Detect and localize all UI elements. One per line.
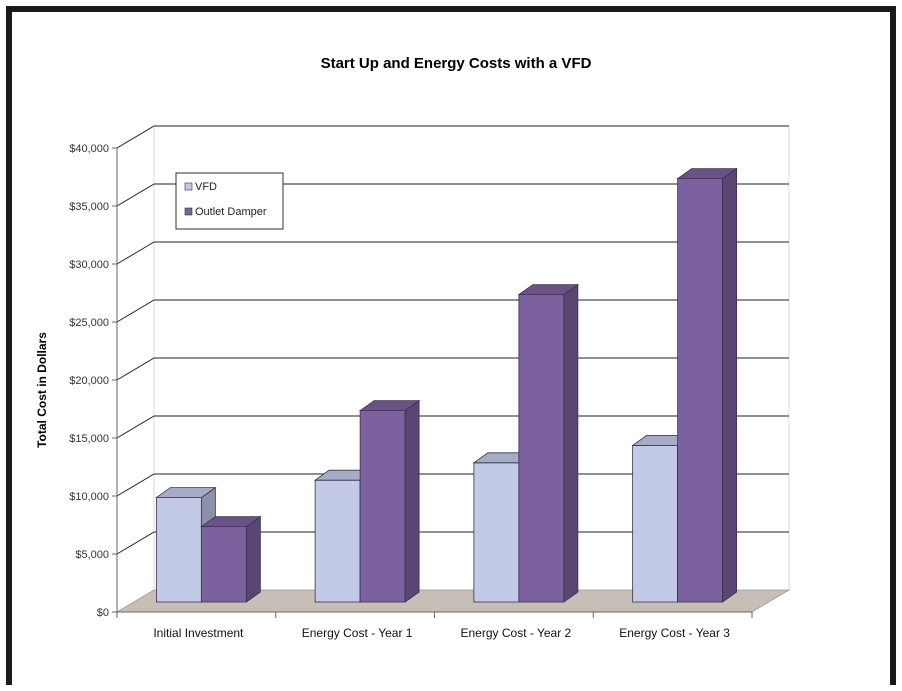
y-tick-label: $35,000 — [69, 201, 109, 213]
bar — [678, 169, 737, 602]
y-tick-label: $25,000 — [69, 317, 109, 329]
legend: VFD Outlet Damper — [176, 173, 283, 229]
bar-front — [315, 480, 360, 602]
bar-side — [246, 517, 260, 602]
x-axis: Initial Investment Energy Cost - Year 1 En… — [117, 612, 752, 640]
bar-front — [156, 498, 201, 602]
legend-label: Outlet Damper — [195, 206, 267, 218]
y-tick-label: $15,000 — [69, 433, 109, 445]
bar-front — [519, 295, 564, 602]
legend-swatch — [185, 208, 192, 215]
y-axis: $0 $5,000 $10,000 $15,000 $20,000 $25,000 $30,… — [69, 143, 117, 619]
bar — [519, 285, 578, 602]
y-tick-label: $30,000 — [69, 259, 109, 271]
bar-side — [405, 401, 419, 602]
x-tick-label: Energy Cost - Year 1 — [302, 626, 413, 640]
x-tick-label: Energy Cost - Year 2 — [461, 626, 572, 640]
x-tick-label: Energy Cost - Year 3 — [619, 626, 730, 640]
bar — [201, 517, 260, 602]
bar-side — [564, 285, 578, 602]
bar-front — [474, 463, 519, 602]
bar-front — [633, 445, 678, 602]
y-tick-label: $0 — [97, 607, 109, 619]
bar-front — [360, 411, 405, 602]
chart-frame: Start Up and Energy Costs with a VFD $0 $… — [6, 6, 896, 685]
bar — [360, 401, 419, 602]
bar-chart: Start Up and Energy Costs with a VFD $0$… — [12, 12, 890, 691]
y-axis-label: Total Cost in Dollars — [35, 332, 49, 448]
bar-front — [201, 527, 246, 602]
x-tick-label: Initial Investment — [153, 626, 244, 640]
y-tick-label: $20,000 — [69, 375, 109, 387]
chart-title: Start Up and Energy Costs with a VFD — [321, 55, 592, 72]
legend-label: VFD — [195, 181, 217, 193]
legend-box — [176, 173, 283, 229]
bar-front — [678, 179, 723, 602]
legend-swatch — [185, 183, 192, 190]
y-tick-label: $10,000 — [69, 491, 109, 503]
bar-side — [723, 169, 737, 602]
y-tick-label: $5,000 — [75, 549, 109, 561]
y-tick-label: $40,000 — [69, 143, 109, 155]
